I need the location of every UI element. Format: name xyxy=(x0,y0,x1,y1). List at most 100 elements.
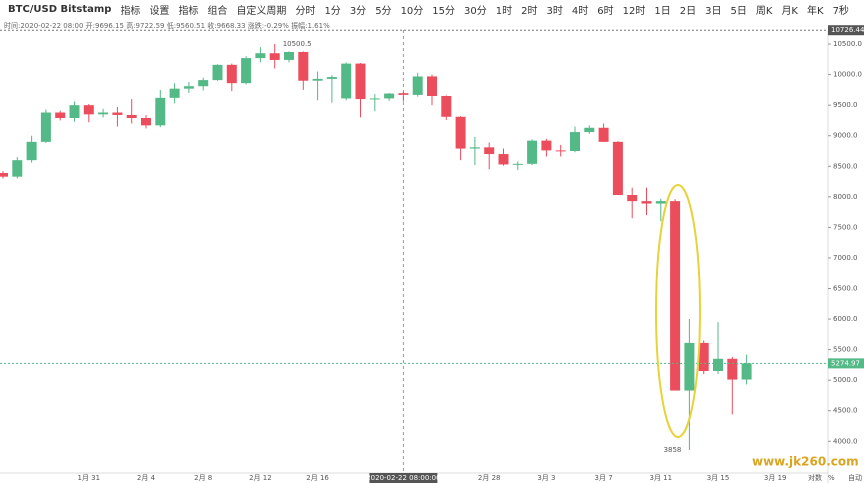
candle-body xyxy=(183,86,194,89)
candle-body xyxy=(83,105,94,115)
toolbar-button[interactable]: 自定义周期 xyxy=(236,6,287,17)
candle-body xyxy=(469,147,480,149)
x-tick-label: 3月 19 xyxy=(764,474,787,482)
x-tick-label: 2月 8 xyxy=(194,474,212,482)
candle-body xyxy=(312,78,323,81)
y-tick-label: 5500.0 xyxy=(833,346,858,354)
candle-body xyxy=(441,96,452,117)
ohlc-info: 时间:2020-02-22 08:00 开:9696.15 高:9722.59 … xyxy=(4,22,330,30)
candle-body xyxy=(427,76,437,96)
candle-body xyxy=(55,112,66,118)
toolbar-button[interactable]: 5日 xyxy=(730,6,747,17)
toolbar-button[interactable]: 年K xyxy=(807,6,824,17)
candle-body xyxy=(12,160,23,177)
max-label: 10500.5 xyxy=(283,40,312,48)
candle-body xyxy=(598,127,609,142)
toolbar-button[interactable]: 3分 xyxy=(349,6,367,17)
candle-body xyxy=(713,358,723,371)
toolbar-button[interactable]: 月K xyxy=(781,6,798,17)
crosshair-label-bg xyxy=(369,473,438,483)
candle-body xyxy=(570,132,580,151)
candle-body xyxy=(412,76,423,95)
crosshair-label: 2020-02-22 08:00:00 xyxy=(366,474,440,482)
candle-body xyxy=(384,93,395,99)
y-tick-label: 8500.0 xyxy=(833,162,858,170)
highlight-ellipse xyxy=(655,184,701,438)
candle-body xyxy=(355,63,366,100)
toolbar-button[interactable]: 2日 xyxy=(679,6,697,17)
candle-body xyxy=(98,112,109,115)
candle-body xyxy=(512,163,523,165)
candle-body xyxy=(484,147,495,155)
candle-body xyxy=(541,140,552,151)
toolbar-items: 指标 设置 指标 组合 自定义周期 分时 1分 3分 5分 10分 15分 30分 1时 2时 3时 4时 6时… xyxy=(120,2,823,17)
toolbar-button[interactable]: 3日 xyxy=(705,6,722,17)
candle-body xyxy=(684,342,695,391)
toolbar-button[interactable]: 指标 xyxy=(178,6,199,17)
candle-body xyxy=(284,52,294,60)
candle-body xyxy=(527,140,538,164)
x-tick-label: 2月 16 xyxy=(306,474,329,482)
y-tick-label: 6500.0 xyxy=(833,285,858,293)
candle-body xyxy=(226,64,237,84)
toolbar-button[interactable]: 1日 xyxy=(654,6,671,17)
y-tick-label: 9500.0 xyxy=(833,101,858,109)
axis-button[interactable]: 对数 xyxy=(808,473,822,482)
y-tick-label: 5000.0 xyxy=(833,376,858,384)
toolbar-button[interactable]: 指标 xyxy=(120,6,141,17)
toolbar-button[interactable]: 4时 xyxy=(571,6,589,17)
price-tag: 5274.97 xyxy=(831,359,860,367)
candle-body xyxy=(627,195,638,202)
y-tick-label: 9000.0 xyxy=(833,132,858,140)
toolbar-button[interactable]: 组合 xyxy=(207,6,228,17)
x-tick-label: 1月 31 xyxy=(78,474,101,482)
toolbar-button[interactable]: 2时 xyxy=(521,6,538,17)
candle-body xyxy=(741,363,752,380)
candle-body xyxy=(584,127,595,133)
candle-body xyxy=(498,154,509,165)
toolbar-button[interactable]: 30分 xyxy=(464,6,487,17)
axis-button[interactable]: 自动 xyxy=(848,473,862,482)
x-tick-label: 3月 15 xyxy=(707,474,730,482)
x-tick-label: 3月 7 xyxy=(595,474,613,482)
candle-body xyxy=(341,63,352,99)
toolbar-button[interactable]: 12时 xyxy=(622,6,646,17)
price-tag-bg xyxy=(828,358,864,369)
candle-body xyxy=(727,358,738,380)
toolbar-button[interactable]: 分时 xyxy=(295,6,316,17)
candle-body xyxy=(141,118,151,126)
candle-body xyxy=(255,53,266,59)
candle-body xyxy=(398,93,409,95)
candle-body xyxy=(198,80,209,87)
symbol[interactable]: BTC/USD Bitstamp xyxy=(8,4,112,15)
y-tick-label: 6000.0 xyxy=(833,315,858,323)
toolbar-button[interactable]: 周K xyxy=(755,6,773,17)
toolbar-button[interactable]: 10分 xyxy=(400,6,424,17)
toolbar-button[interactable]: 设置 xyxy=(149,6,170,17)
candle-body xyxy=(641,201,652,204)
candle-body xyxy=(269,53,280,60)
candle-body xyxy=(241,58,252,84)
toolbar-button[interactable]: 15分 xyxy=(432,6,456,17)
price-tag-bg xyxy=(828,25,864,36)
axis-button[interactable]: % xyxy=(828,474,835,482)
timer: 7秒 xyxy=(832,6,849,17)
x-tick-label: 2月 4 xyxy=(137,474,156,482)
x-tick-label: 3月 3 xyxy=(537,474,555,482)
watermark: www.jk260.com xyxy=(752,455,859,469)
toolbar-button[interactable]: 3时 xyxy=(546,6,563,17)
candle-body xyxy=(26,141,37,161)
y-tick-label: 10500.0 xyxy=(833,40,862,48)
candle-body xyxy=(169,88,180,98)
y-tick-label: 10000.0 xyxy=(833,71,862,79)
toolbar-button[interactable]: 5分 xyxy=(375,6,392,17)
candle-body xyxy=(0,173,8,177)
y-tick-label: 4000.0 xyxy=(833,437,858,445)
candle-body xyxy=(698,342,709,371)
toolbar-button[interactable]: 1分 xyxy=(324,6,341,17)
toolbar-button[interactable]: 1时 xyxy=(495,6,513,17)
toolbar-button[interactable]: 6时 xyxy=(597,6,614,17)
y-tick-label: 8000.0 xyxy=(833,193,858,201)
